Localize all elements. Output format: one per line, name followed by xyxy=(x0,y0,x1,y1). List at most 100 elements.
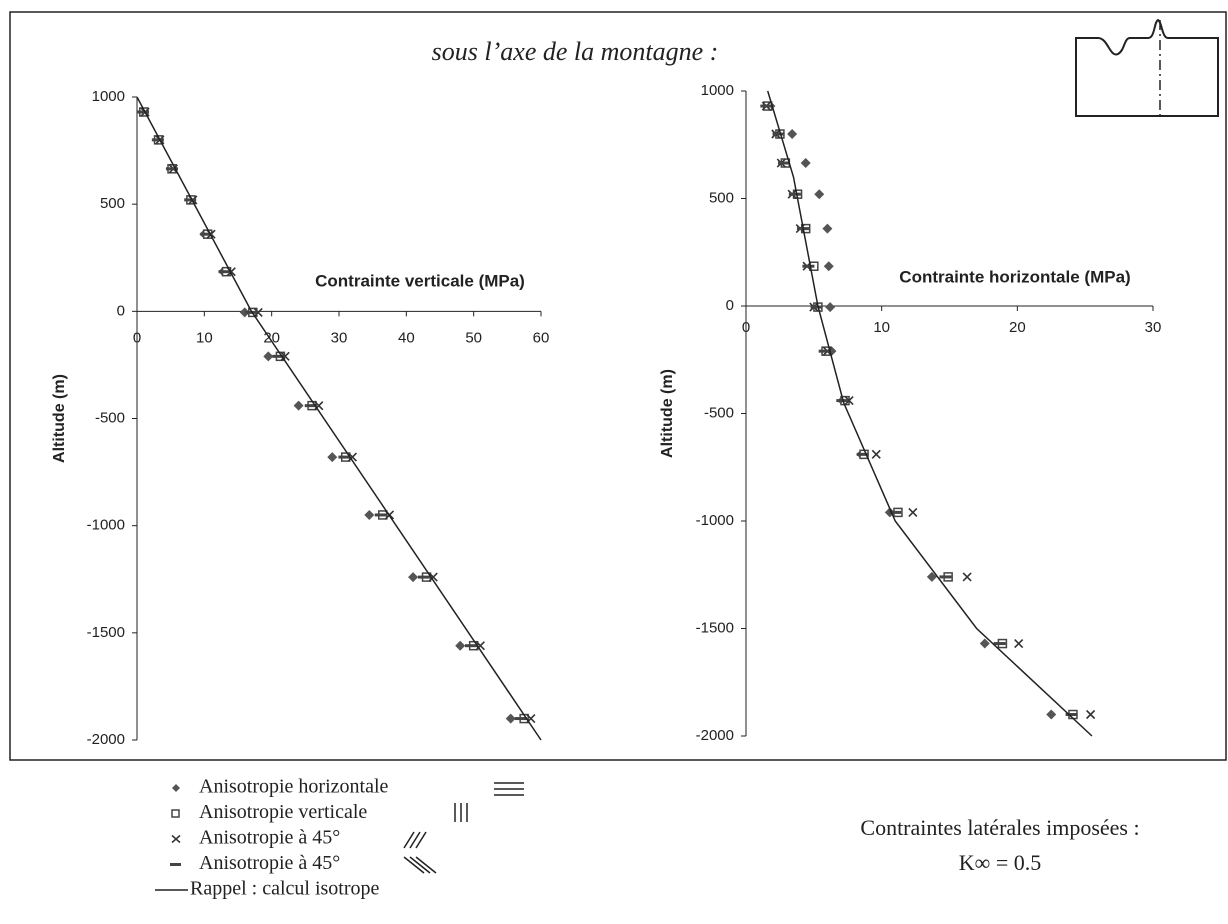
x-tick-label: 0 xyxy=(742,319,750,336)
x-tick-label: 20 xyxy=(263,329,280,346)
legend-label: Anisotropie à 45° xyxy=(199,827,340,849)
legend-marker xyxy=(171,809,180,818)
y-tick-label: 500 xyxy=(709,189,734,206)
dash-marker xyxy=(137,110,150,114)
y-tick-label: -500 xyxy=(704,404,734,421)
x-tick-label: 20 xyxy=(1009,319,1026,336)
diamond-marker xyxy=(293,400,304,411)
cross-marker xyxy=(1014,638,1024,649)
dash-marker xyxy=(836,399,849,403)
cross-marker xyxy=(280,351,290,361)
diamond-marker xyxy=(239,307,250,318)
note-line: Contraintes latérales imposées : xyxy=(860,815,1139,840)
diamond-marker xyxy=(1046,709,1057,720)
cross-marker xyxy=(871,449,881,459)
dash-marker xyxy=(272,354,285,358)
dash-marker xyxy=(200,232,213,236)
legend-hatches xyxy=(403,782,524,874)
dash-marker xyxy=(802,264,815,268)
diamond-marker xyxy=(822,223,833,234)
dash-marker xyxy=(889,510,902,514)
dash-marker xyxy=(304,404,317,408)
x-tick-label: 50 xyxy=(465,329,482,346)
x-tick-label: 10 xyxy=(873,319,890,336)
cross-marker xyxy=(1086,709,1096,720)
diamond-marker xyxy=(800,158,811,169)
y-tick-label: -1000 xyxy=(696,512,734,529)
dash-marker xyxy=(218,270,231,274)
x-tick-label: 60 xyxy=(533,329,550,346)
y-tick-label: -2000 xyxy=(696,727,734,744)
dash-marker xyxy=(374,513,387,517)
diamond-marker xyxy=(327,452,338,463)
cross-marker xyxy=(347,452,358,462)
diamond-marker xyxy=(814,189,825,200)
mountain-sketch xyxy=(1075,18,1219,120)
note-line: K∞ = 0.5 xyxy=(959,850,1041,875)
x-tick-label: 0 xyxy=(133,329,141,346)
diamond-marker xyxy=(825,302,836,313)
diamond-marker xyxy=(505,713,516,724)
dash-marker xyxy=(772,132,785,136)
cross-marker xyxy=(428,572,438,582)
y-tick-label: 1000 xyxy=(92,88,125,105)
dash-marker xyxy=(417,575,430,579)
legend-label: Anisotropie verticale xyxy=(199,801,367,823)
legend-marker xyxy=(172,784,180,792)
diamond-marker xyxy=(979,638,990,649)
dash-marker xyxy=(151,138,164,142)
dash-marker xyxy=(818,349,831,353)
x-tick-label: 40 xyxy=(398,329,415,346)
diamond-marker xyxy=(823,261,834,272)
dash-marker xyxy=(760,104,773,108)
legend-marker xyxy=(170,863,181,866)
dash-marker xyxy=(777,161,790,165)
x-tick-label: 10 xyxy=(196,329,213,346)
diamond-marker xyxy=(787,129,798,139)
y-tick-label: -1000 xyxy=(87,517,125,534)
dash-marker xyxy=(788,192,801,196)
diamond-marker xyxy=(926,571,937,582)
diamond-marker xyxy=(455,640,466,651)
cross-marker xyxy=(908,507,918,517)
cross-marker xyxy=(475,641,485,651)
cross-marker xyxy=(844,396,854,406)
y-axis-title: Altitude (m) xyxy=(659,369,676,458)
y-tick-label: -500 xyxy=(95,409,125,426)
dash-marker xyxy=(856,452,869,456)
dash-marker xyxy=(1065,713,1078,716)
frame xyxy=(9,11,1227,761)
diamond-marker xyxy=(364,509,375,520)
dash-marker xyxy=(939,575,952,579)
x-tick-label: 30 xyxy=(331,329,348,346)
y-tick-label: 1000 xyxy=(701,82,734,99)
dash-marker xyxy=(514,717,527,721)
dash-marker xyxy=(166,167,179,171)
dash-marker xyxy=(993,642,1006,646)
legend-label: Anisotropie à 45° xyxy=(199,852,340,874)
y-tick-label: -1500 xyxy=(87,624,125,641)
dash-marker xyxy=(810,305,823,309)
legend-label: Anisotropie horizontale xyxy=(199,776,389,798)
x-axis-title: Contrainte horizontale (MPa) xyxy=(899,267,1130,286)
y-axis-title: Altitude (m) xyxy=(51,374,68,463)
y-tick-label: 0 xyxy=(726,297,734,314)
isotropic-line xyxy=(136,96,542,741)
x-axis-title: Contrainte verticale (MPa) xyxy=(315,271,525,290)
figure-title: sous l’axe de la montagne : xyxy=(432,37,719,66)
legend-label: Rappel : calcul isotrope xyxy=(190,878,380,900)
y-tick-label: -2000 xyxy=(87,731,125,748)
dash-marker xyxy=(338,455,351,459)
cross-marker xyxy=(253,307,263,317)
cross-marker xyxy=(962,572,972,582)
diamond-marker xyxy=(263,351,274,362)
diamond-marker xyxy=(408,572,419,583)
legend-marker xyxy=(171,834,181,844)
y-tick-label: 500 xyxy=(100,195,125,212)
y-tick-label: -1500 xyxy=(696,619,734,636)
dash-marker xyxy=(184,198,197,202)
isotropic-line xyxy=(766,90,1093,737)
y-tick-label: 0 xyxy=(117,302,125,319)
